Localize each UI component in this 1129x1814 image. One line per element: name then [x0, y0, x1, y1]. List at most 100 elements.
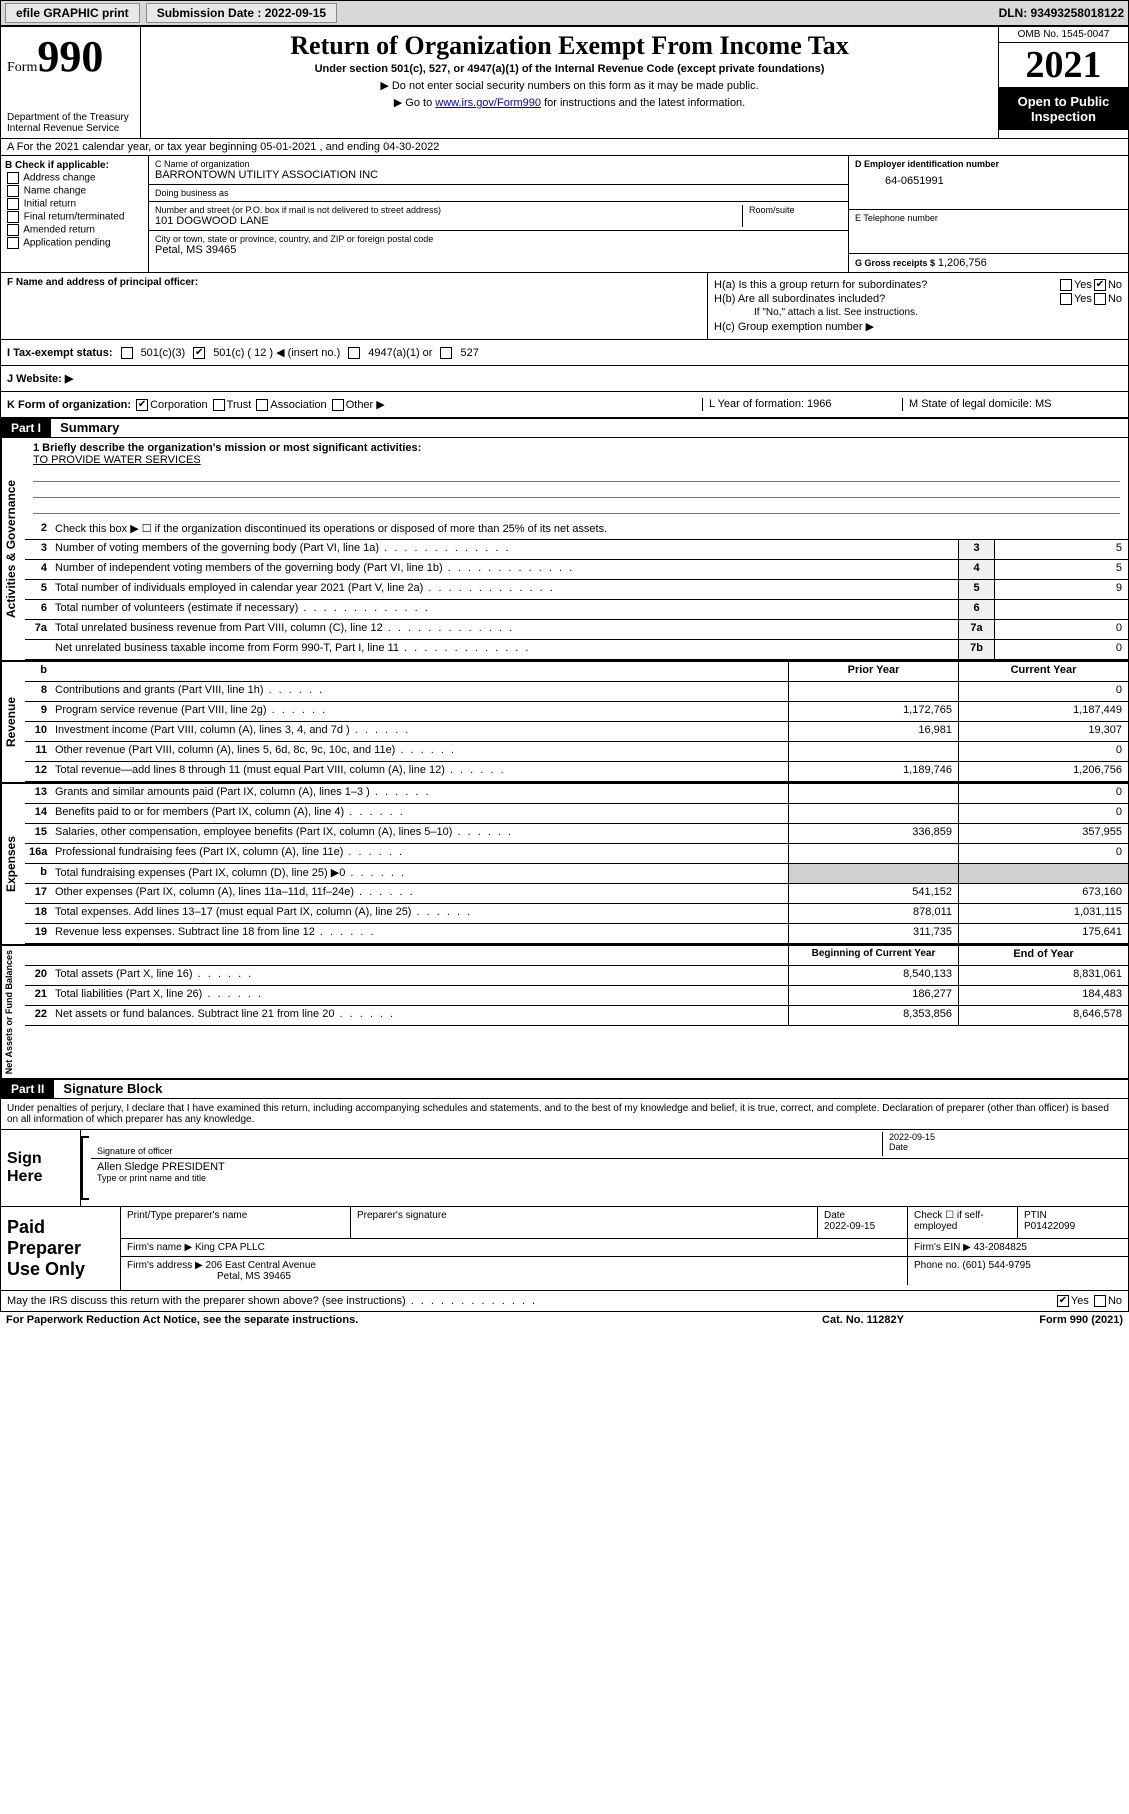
firm-name-val: King CPA PLLC [195, 1242, 265, 1253]
prep-h5v: P01422099 [1024, 1221, 1122, 1232]
prep-header-row: Print/Type preparer's name Preparer's si… [121, 1207, 1128, 1239]
chk-initial-return[interactable]: Initial return [5, 198, 144, 210]
box-city: City or town, state or province, country… [149, 231, 848, 259]
header-right: OMB No. 1545-0047 2021 Open to Public In… [998, 27, 1128, 138]
current-year-value: 0 [958, 742, 1128, 761]
line-num: b [25, 864, 51, 883]
chk-label: Application pending [23, 238, 110, 249]
prior-year-value: 878,011 [788, 904, 958, 923]
form-990-label: Form 990 (2021) [963, 1314, 1123, 1326]
dln-text: DLN: 93493258018122 [999, 6, 1124, 20]
chk-assoc[interactable] [256, 399, 268, 411]
prior-year-value: 16,981 [788, 722, 958, 741]
h-b-note: If "No," attach a list. See instructions… [714, 307, 1122, 318]
box-f-officer: F Name and address of principal officer: [1, 273, 708, 339]
sig-officer-row: Signature of officer 2022-09-15 Date [91, 1130, 1128, 1159]
prior-year-value [788, 844, 958, 863]
prior-year-value: 8,540,133 [788, 966, 958, 985]
line-value [994, 600, 1128, 619]
line-desc: Investment income (Part VIII, column (A)… [51, 722, 788, 741]
part-i-badge: Part I [1, 419, 51, 437]
lbl-dba: Doing business as [155, 188, 842, 198]
section-net-assets: Net Assets or Fund Balances Beginning of… [1, 946, 1128, 1080]
data-line: 19Revenue less expenses. Subtract line 1… [25, 924, 1128, 944]
box-d-ein: D Employer identification number 64-0651… [849, 156, 1128, 210]
prep-h2: Preparer's signature [357, 1210, 811, 1221]
form-word: Form [7, 60, 37, 75]
data-line: 9Program service revenue (Part VIII, lin… [25, 702, 1128, 722]
data-line: 8Contributions and grants (Part VIII, li… [25, 682, 1128, 702]
chk-amended-return[interactable]: Amended return [5, 224, 144, 236]
gov-line: 5Total number of individuals employed in… [25, 580, 1128, 600]
col-de: D Employer identification number 64-0651… [848, 156, 1128, 272]
firm-phone-lbl: Phone no. [914, 1260, 960, 1271]
chk-501c3[interactable] [121, 347, 133, 359]
line-num: 10 [25, 722, 51, 741]
line-cellnum: 3 [958, 540, 994, 559]
line-num: 21 [25, 986, 51, 1005]
irs-label: Internal Revenue Service [7, 123, 134, 134]
discuss-yes-chk[interactable]: ✔ [1057, 1295, 1069, 1307]
data-line: 10Investment income (Part VIII, column (… [25, 722, 1128, 742]
sig-date-label: Date [889, 1142, 1122, 1152]
header-title-block: Return of Organization Exempt From Incom… [141, 27, 998, 138]
line-cellnum: 5 [958, 580, 994, 599]
lbl-officer: F Name and address of principal officer: [7, 277, 701, 288]
line-desc: Revenue less expenses. Subtract line 18 … [51, 924, 788, 943]
chk-527[interactable] [440, 347, 452, 359]
prep-addr-row: Firm's address ▶ 206 East Central Avenue… [121, 1257, 1128, 1285]
lbl-phone: E Telephone number [855, 213, 1122, 223]
form-subtitle: Under section 501(c), 527, or 4947(a)(1)… [149, 63, 990, 75]
l-year-formation: L Year of formation: 1966 [702, 398, 902, 411]
chk-4947[interactable] [348, 347, 360, 359]
vtab-revenue: Revenue [1, 662, 25, 782]
chk-trust[interactable] [213, 399, 225, 411]
hb-no-chk[interactable] [1094, 293, 1106, 305]
data-line: 16aProfessional fundraising fees (Part I… [25, 844, 1128, 864]
sig-name-row: Allen Sledge PRESIDENT Type or print nam… [91, 1159, 1128, 1187]
chk-final-return[interactable]: Final return/terminated [5, 211, 144, 223]
page-footer: For Paperwork Reduction Act Notice, see … [0, 1312, 1129, 1328]
line-num: 22 [25, 1006, 51, 1025]
chk-address-change[interactable]: Address change [5, 172, 144, 184]
section-revenue: Revenue b Prior Year Current Year 8Contr… [1, 662, 1128, 784]
opt-501c3: 501(c)(3) [141, 347, 186, 359]
chk-name-change[interactable]: Name change [5, 185, 144, 197]
discuss-no-chk[interactable] [1094, 1295, 1106, 1307]
hb-yes-chk[interactable] [1060, 293, 1072, 305]
opt-527: 527 [460, 347, 478, 359]
current-year-value: 1,187,449 [958, 702, 1128, 721]
line-num: 4 [25, 560, 51, 579]
line-num: 6 [25, 600, 51, 619]
chk-501c[interactable]: ✔ [193, 347, 205, 359]
prior-year-value: 1,189,746 [788, 762, 958, 781]
lbl-tax-status: I Tax-exempt status: [7, 347, 113, 359]
chk-label: Amended return [23, 225, 95, 236]
efile-print-button[interactable]: efile GRAPHIC print [5, 3, 140, 23]
data-line: 11Other revenue (Part VIII, column (A), … [25, 742, 1128, 762]
hdr-beginning: Beginning of Current Year [788, 946, 958, 965]
chk-application-pending[interactable]: Application pending [5, 237, 144, 249]
submission-date-button[interactable]: Submission Date : 2022-09-15 [146, 3, 337, 23]
ha-yes-chk[interactable] [1060, 279, 1072, 291]
prep-h1: Print/Type preparer's name [127, 1210, 344, 1221]
hdr-end: End of Year [958, 946, 1128, 965]
chk-label: Address change [23, 173, 95, 184]
chk-other[interactable] [332, 399, 344, 411]
irs-link[interactable]: www.irs.gov/Form990 [435, 97, 541, 109]
gov-line: 4Number of independent voting members of… [25, 560, 1128, 580]
prior-year-value: 541,152 [788, 884, 958, 903]
opt-4947: 4947(a)(1) or [368, 347, 432, 359]
val-gross: 1,206,756 [938, 257, 987, 269]
line-value: 0 [994, 640, 1128, 659]
part-i-header-row: Part I Summary [1, 419, 1128, 438]
current-year-value: 0 [958, 682, 1128, 701]
check-b-label: B Check if applicable: [5, 160, 144, 171]
chk-corp[interactable]: ✔ [136, 399, 148, 411]
line-desc: Program service revenue (Part VIII, line… [51, 702, 788, 721]
prior-year-value [788, 864, 958, 883]
ha-no-chk[interactable]: ✔ [1094, 279, 1106, 291]
line-desc: Other revenue (Part VIII, column (A), li… [51, 742, 788, 761]
prior-year-value: 186,277 [788, 986, 958, 1005]
prior-year-value: 311,735 [788, 924, 958, 943]
